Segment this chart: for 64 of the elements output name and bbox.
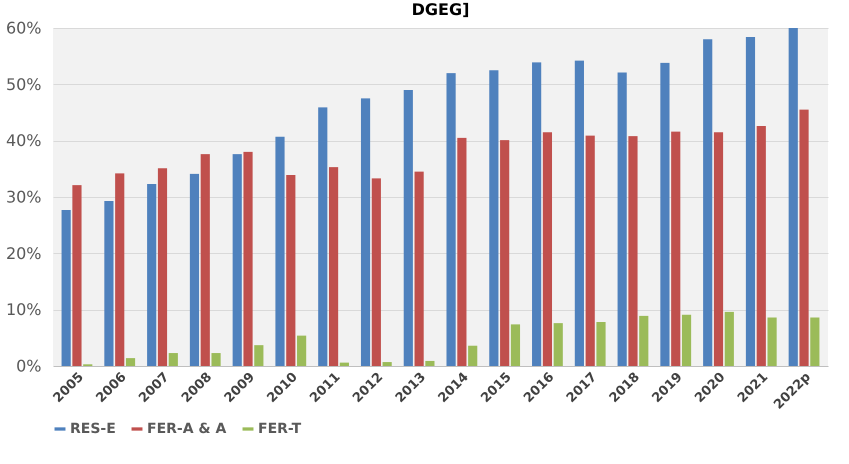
y-tick-label: 50% bbox=[6, 74, 42, 94]
y-tick-label: 60% bbox=[6, 18, 42, 38]
bar bbox=[200, 154, 210, 366]
bar bbox=[286, 175, 296, 366]
bar bbox=[211, 353, 221, 366]
bar bbox=[318, 107, 328, 366]
bar bbox=[254, 345, 264, 366]
bar bbox=[810, 318, 820, 366]
chart-title: DGEG] bbox=[412, 0, 470, 19]
bar bbox=[115, 173, 124, 366]
bar bbox=[328, 167, 338, 366]
bar bbox=[554, 323, 563, 366]
bar bbox=[126, 358, 136, 366]
bar bbox=[168, 353, 178, 366]
bar bbox=[158, 168, 168, 366]
bar bbox=[788, 28, 798, 366]
bar bbox=[190, 174, 200, 366]
bar bbox=[372, 178, 381, 366]
bar bbox=[532, 62, 542, 366]
bar bbox=[724, 312, 734, 366]
bar bbox=[72, 185, 82, 366]
bar bbox=[446, 73, 456, 366]
bar bbox=[586, 136, 595, 366]
bar bbox=[500, 140, 510, 366]
bar bbox=[660, 62, 670, 366]
y-tick-label: 30% bbox=[6, 188, 42, 206]
bar bbox=[671, 132, 680, 366]
bar bbox=[404, 90, 413, 366]
bar bbox=[767, 318, 777, 366]
y-tick-label: 20% bbox=[6, 244, 42, 263]
bar bbox=[746, 37, 756, 366]
bar bbox=[489, 70, 498, 366]
bar bbox=[62, 210, 71, 366]
bar bbox=[297, 336, 306, 366]
bar bbox=[457, 138, 466, 366]
bar bbox=[232, 154, 242, 366]
bar bbox=[147, 184, 156, 366]
bar bbox=[104, 200, 114, 366]
bar bbox=[414, 172, 424, 366]
legend-label: RES-E bbox=[70, 421, 116, 437]
bar bbox=[275, 136, 285, 366]
bar bbox=[340, 362, 349, 366]
bar bbox=[799, 110, 809, 366]
bar bbox=[703, 39, 712, 366]
bar bbox=[542, 132, 552, 366]
legend-label: FER-A & A bbox=[147, 421, 227, 437]
bar bbox=[682, 314, 692, 366]
bar bbox=[243, 152, 253, 366]
bar bbox=[510, 324, 520, 366]
bar bbox=[382, 362, 392, 366]
bar bbox=[425, 360, 435, 366]
bar bbox=[360, 98, 370, 366]
bar bbox=[756, 126, 766, 366]
y-tick-label: 10% bbox=[6, 300, 42, 320]
bar bbox=[468, 346, 478, 366]
bar bbox=[574, 60, 584, 366]
bar bbox=[628, 136, 638, 366]
y-tick-label: 0% bbox=[16, 356, 42, 376]
bar bbox=[596, 322, 606, 366]
legend-label: FER-T bbox=[258, 421, 302, 437]
bar bbox=[618, 72, 627, 366]
y-tick-label: 40% bbox=[6, 131, 42, 150]
bar bbox=[714, 132, 724, 366]
bar bbox=[639, 316, 648, 366]
